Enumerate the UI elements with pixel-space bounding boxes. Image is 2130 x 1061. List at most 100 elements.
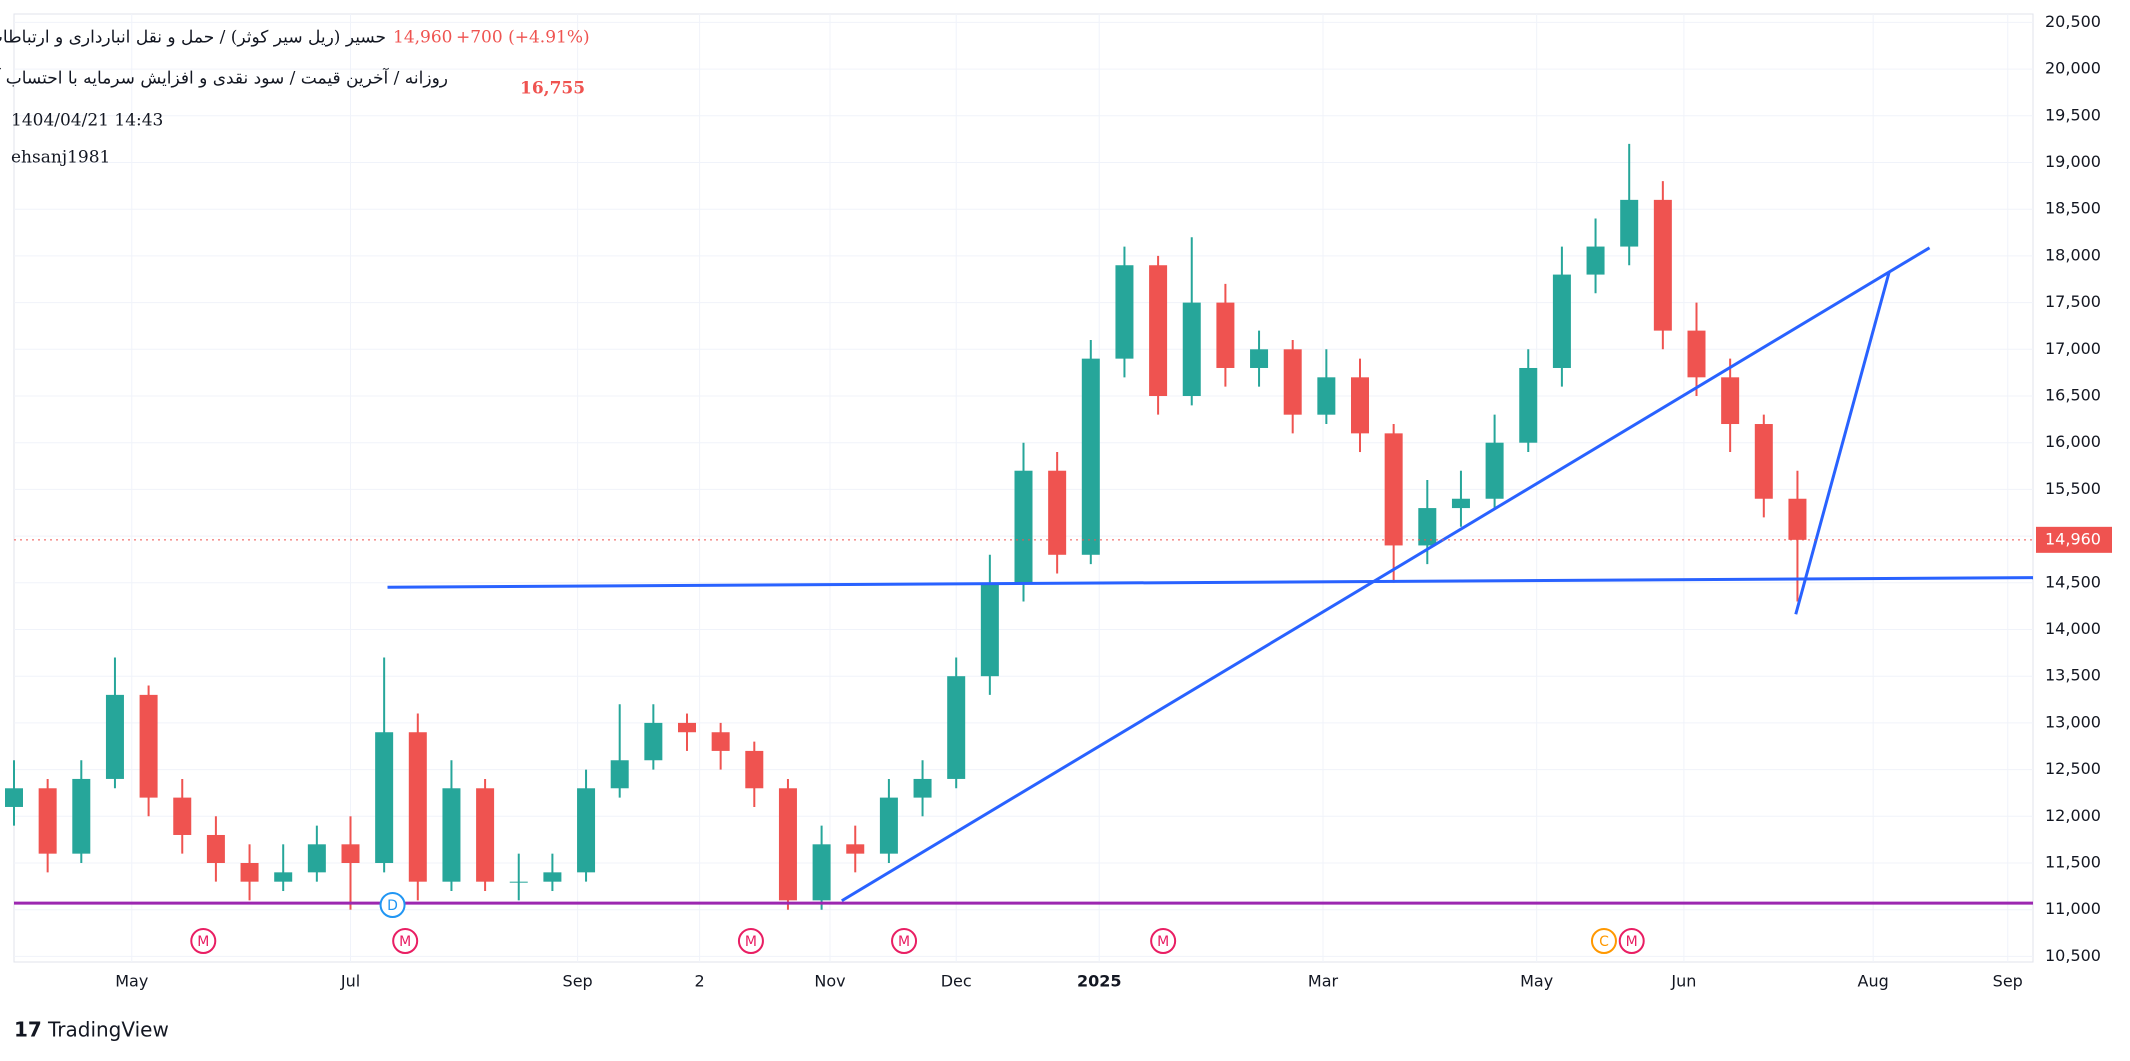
x-tick-label: Jun: [1670, 972, 1696, 991]
candle-body: [1586, 246, 1605, 275]
y-tick-label: 17,500: [2045, 292, 2101, 311]
candle-body: [1317, 377, 1336, 415]
y-tick-label: 11,000: [2045, 899, 2101, 918]
y-tick-label: 10,500: [2045, 946, 2101, 965]
candle-body: [778, 788, 797, 901]
candle-body: [1250, 349, 1269, 368]
y-tick-label: 15,500: [2045, 479, 2101, 498]
x-tick-label: 2025: [1077, 972, 1122, 991]
x-tick-label: Nov: [814, 972, 845, 991]
y-tick-label: 13,500: [2045, 666, 2101, 685]
candle-body: [711, 732, 730, 751]
event-marker: [1618, 928, 1645, 954]
candle-body: [1149, 265, 1168, 397]
candle-body: [980, 582, 999, 677]
x-tick-label: Aug: [1858, 972, 1889, 991]
candle-body: [1283, 349, 1302, 415]
y-tick-label: 19,500: [2045, 105, 2101, 124]
y-tick-label: 14,500: [2045, 572, 2101, 591]
event-label: M: [197, 934, 209, 950]
candle-body: [408, 732, 427, 882]
chart-title: حسیر (ریل سیر کوثر) / حمل و نقل انباردار…: [0, 28, 386, 48]
y-tick-label: 19,000: [2045, 152, 2101, 171]
candle-body: [1351, 377, 1369, 434]
candle-body: [947, 676, 966, 779]
candle-body: [678, 722, 696, 733]
candle-body: [476, 788, 495, 882]
event-marker: [1150, 928, 1177, 954]
brand: TradingView: [47, 1018, 169, 1042]
x-tick-label: Jul: [340, 972, 360, 991]
brand-logo: 17: [14, 1018, 42, 1042]
candle-body: [913, 778, 932, 798]
candle-body: [274, 872, 293, 882]
candle-body: [1687, 330, 1706, 378]
candle-body: [1216, 302, 1235, 368]
candle-body: [5, 788, 23, 807]
candle-body: [1788, 498, 1807, 540]
event-label: M: [745, 934, 757, 950]
candle-body: [509, 881, 528, 883]
event-label: M: [1626, 934, 1638, 950]
timestamp: 1404/04/21 14:43: [11, 111, 163, 131]
candle-body: [812, 844, 831, 901]
candle-body: [1048, 470, 1067, 555]
y-tick-label: 12,500: [2045, 759, 2101, 778]
candle-body: [1721, 377, 1740, 425]
x-tick-label: Sep: [563, 972, 593, 991]
candle-body: [1552, 274, 1571, 368]
candle-body: [846, 844, 865, 854]
candle-body: [38, 788, 57, 854]
author: ehsanj1981: [11, 148, 110, 168]
event-marker: [392, 928, 419, 954]
candle-body: [375, 732, 394, 863]
event-marker: [379, 892, 406, 918]
y-tick-label: 20,500: [2045, 12, 2101, 31]
x-tick-label: May: [115, 972, 148, 991]
candle-body: [1014, 470, 1033, 583]
y-tick-label: 18,000: [2045, 245, 2101, 264]
y-tick-label: 12,000: [2045, 806, 2101, 825]
candle-body: [610, 760, 629, 789]
indicator-value: 16,755: [520, 79, 585, 99]
y-tick-label: 16,000: [2045, 432, 2101, 451]
x-tick-label: Mar: [1308, 972, 1339, 991]
candle-body: [577, 788, 596, 873]
candle-body: [745, 750, 764, 789]
candle-body: [1182, 302, 1201, 397]
candle-body: [1451, 498, 1470, 509]
candle-body: [543, 872, 562, 882]
candle-body: [341, 844, 360, 863]
event-label: D: [387, 898, 398, 914]
y-tick-label: 18,500: [2045, 199, 2101, 218]
candle-body: [1754, 424, 1773, 499]
event-marker: [891, 928, 918, 954]
x-tick-label: 2: [695, 972, 705, 991]
event-marker: [737, 928, 764, 954]
trend-line: [387, 576, 2034, 589]
x-tick-label: May: [1520, 972, 1553, 991]
candle-body: [72, 778, 91, 854]
y-tick-label: 16,500: [2045, 386, 2101, 405]
candle-body: [879, 797, 898, 854]
y-tick-label: 17,000: [2045, 339, 2101, 358]
y-tick-label: 14,000: [2045, 619, 2101, 638]
candle-body: [1519, 367, 1538, 443]
x-tick-label: Sep: [1993, 972, 2023, 991]
candle-body: [173, 797, 192, 835]
trend-line: [841, 246, 1931, 903]
last-price-axis-label: 14,960: [2045, 529, 2101, 548]
y-tick-label: 11,500: [2045, 852, 2101, 871]
candle-body: [307, 844, 326, 873]
subtitle: روزانه / آخرین قیمت / سود نقدی و افزایش …: [0, 67, 448, 89]
x-tick-label: Dec: [941, 972, 972, 991]
candle-body: [206, 834, 225, 863]
event-label: C: [1599, 934, 1609, 950]
event-label: M: [399, 934, 411, 950]
candle-body: [1384, 433, 1403, 546]
price-change: +700 (+4.91%): [456, 28, 590, 48]
candle-body: [139, 694, 158, 798]
last-price: 14,960: [393, 28, 452, 48]
candle-body: [1418, 508, 1437, 546]
